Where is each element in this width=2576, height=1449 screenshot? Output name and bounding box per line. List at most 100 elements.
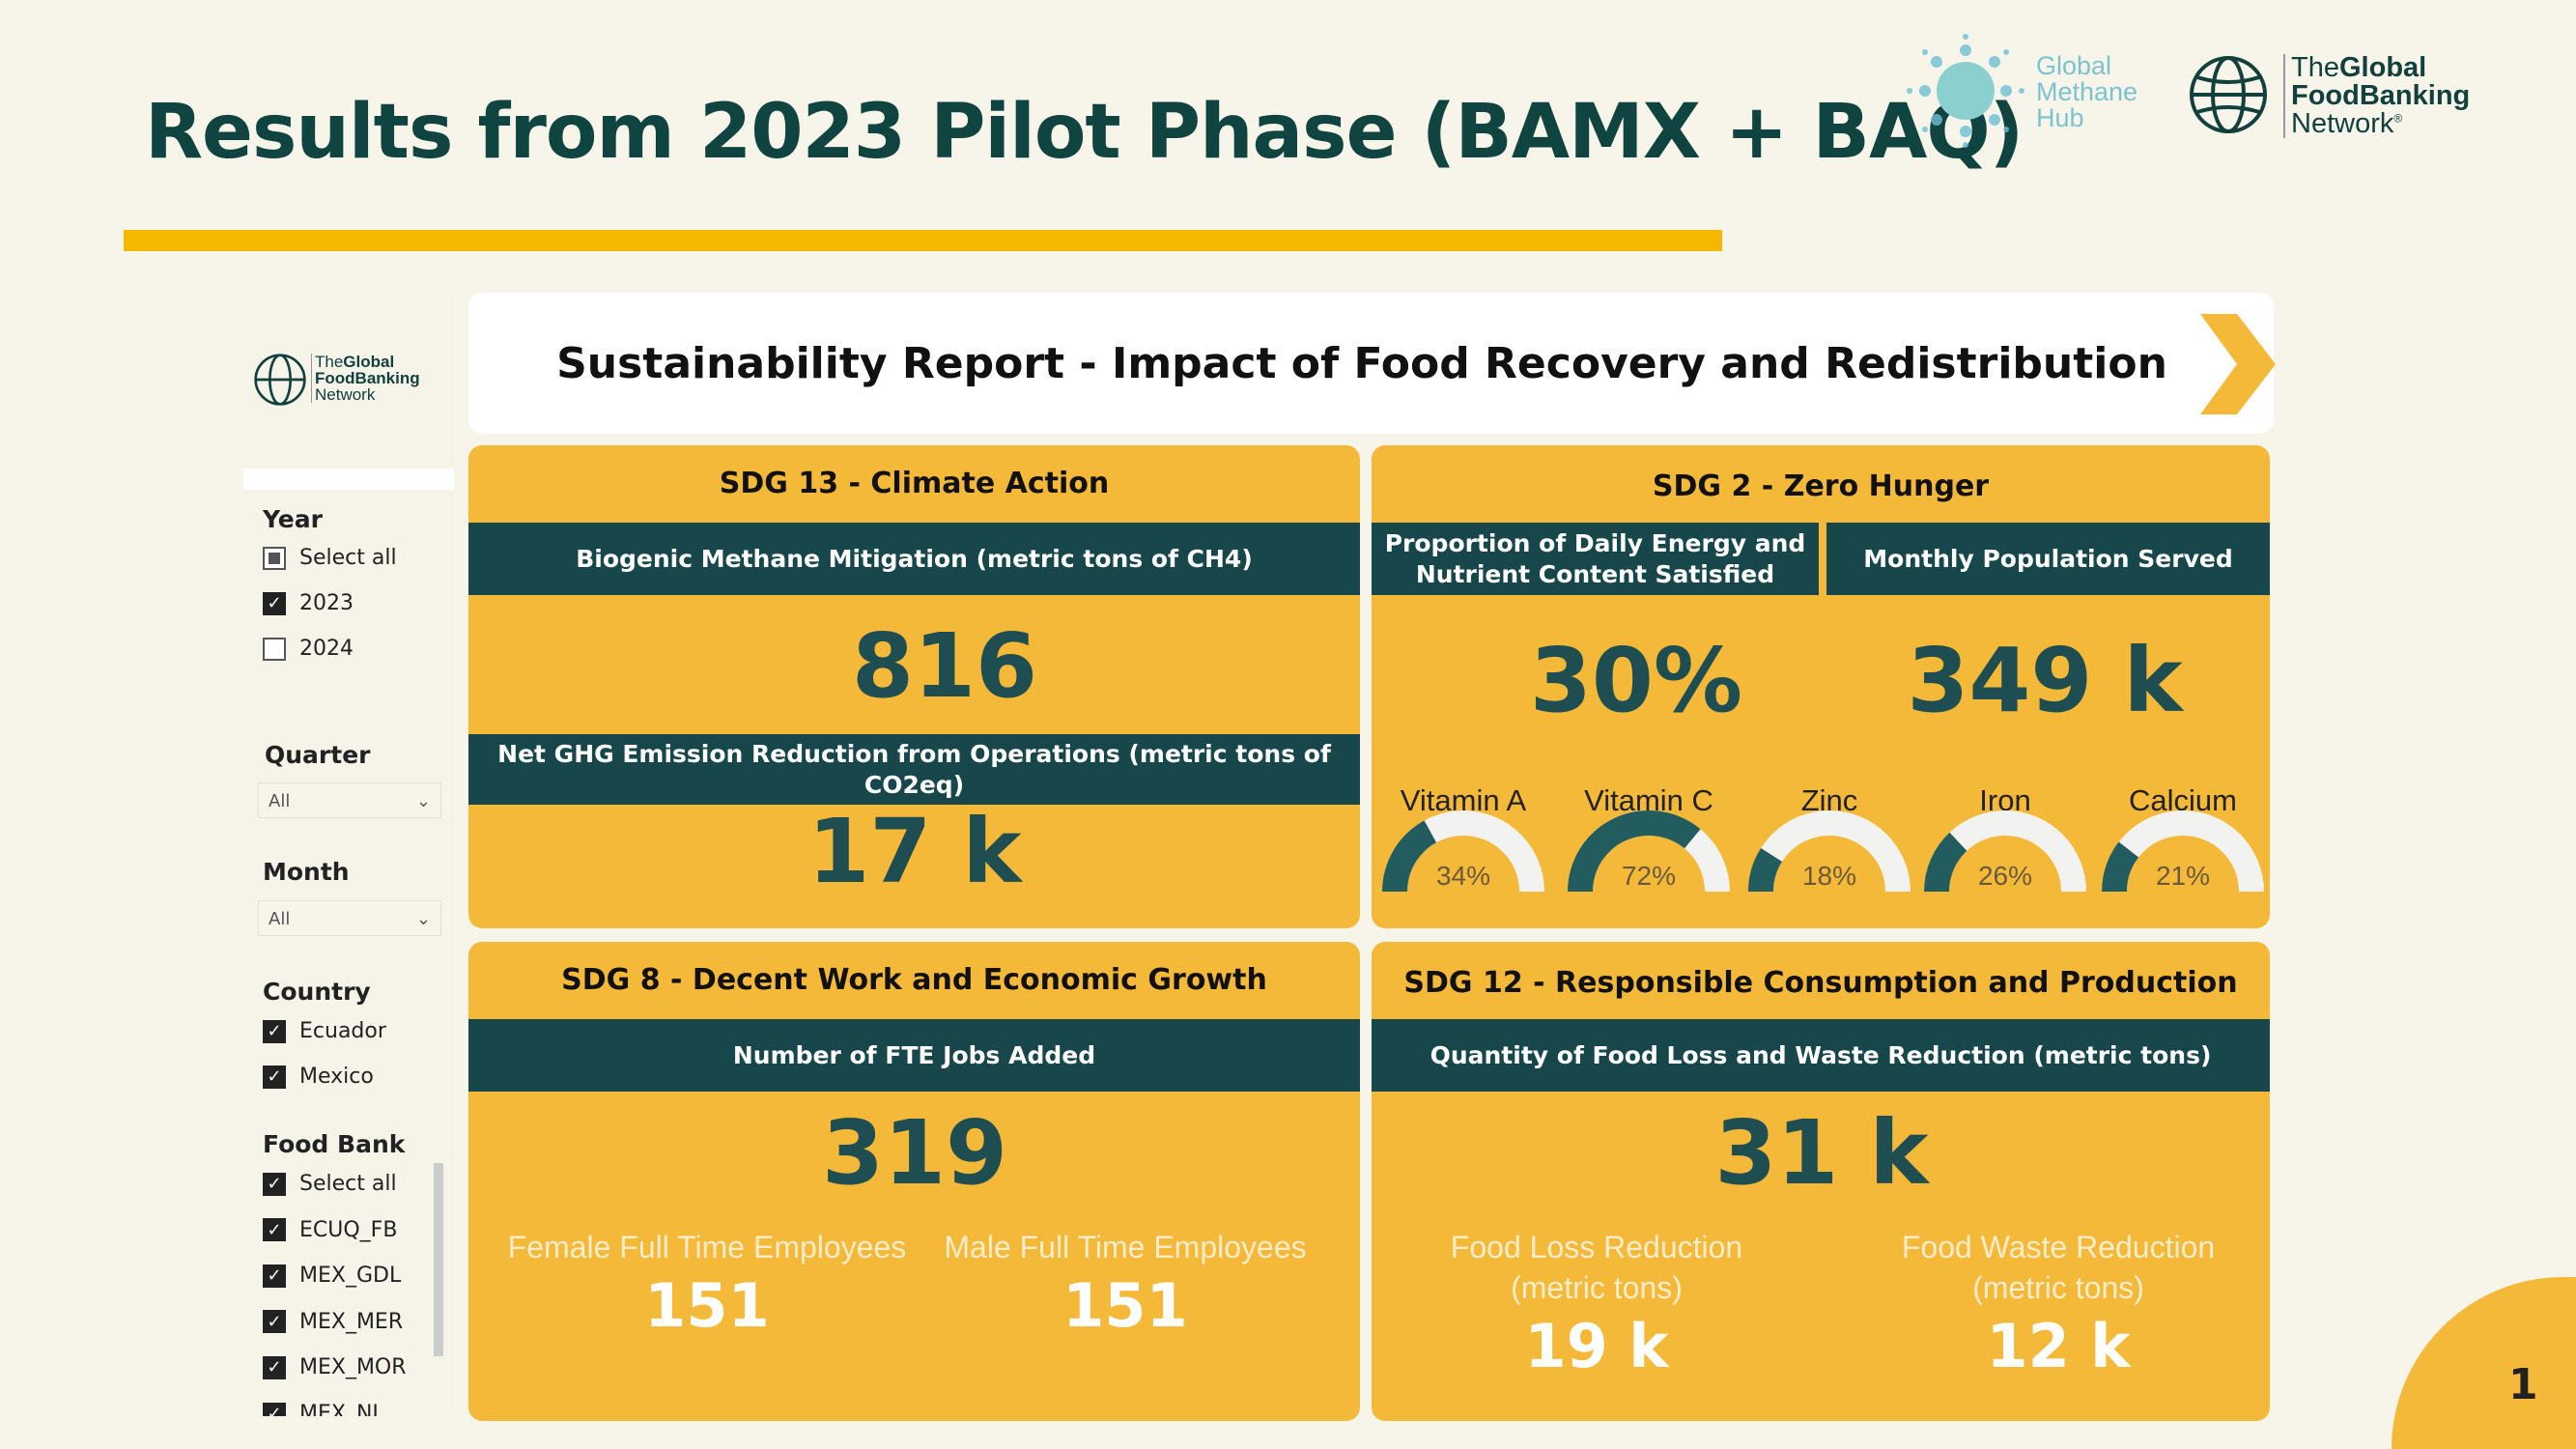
gauge-track (1924, 810, 2086, 892)
slicer-item-label: Ecuador (299, 1019, 386, 1043)
month-value: All (269, 909, 291, 929)
slicer-item-label: MEX_GDL (299, 1264, 402, 1289)
logo-line: FoodBanking (315, 369, 420, 387)
nutrient-gauge (1924, 810, 2086, 892)
month-dropdown[interactable]: All ⌄ (258, 900, 441, 936)
divider (243, 469, 454, 490)
gfn-globe-icon (254, 354, 306, 406)
food-waste-label: Food Waste Reduction (metric tons) (1902, 1228, 2215, 1308)
checkbox[interactable]: ✓ (263, 1355, 286, 1379)
slicer-item[interactable]: ✓ MEX_MER (263, 1310, 403, 1334)
checkbox[interactable]: ✓ (263, 591, 286, 615)
checkbox[interactable]: ✓ (263, 1402, 286, 1416)
sdg13-title: SDG 13 - Climate Action (719, 467, 1110, 500)
page-number: 1 (2508, 1360, 2538, 1409)
slicer-item[interactable]: Select all (263, 546, 397, 570)
nutrient-gauge (1748, 810, 1911, 892)
checkbox[interactable]: ✓ (263, 1264, 286, 1288)
food-bank-scrollbar[interactable] (434, 1163, 443, 1356)
logo-line: Network (2291, 108, 2394, 139)
slicer-item-label: MEX_NL (299, 1402, 384, 1416)
gauge-track (2102, 810, 2264, 892)
methane-mitigation-value: 816 (851, 614, 1038, 718)
quarter-value: All (269, 791, 291, 811)
slicer-item-label: MEX_MER (299, 1309, 404, 1334)
checkbox[interactable]: ✓ (263, 1019, 286, 1043)
filter-panel: TheGlobal FoodBanking Network Year Selec… (243, 293, 454, 1416)
sdg8-title: SDG 8 - Decent Work and Economic Growth (561, 963, 1267, 997)
gauge-value: 18% (1801, 861, 1857, 891)
quarter-dropdown[interactable]: All ⌄ (258, 782, 441, 818)
quarter-slicer-label: Quarter (265, 741, 371, 769)
accent-bar (124, 230, 1722, 251)
sdg13-card: SDG 13 - Climate Action Biogenic Methane… (468, 445, 1360, 928)
slicer-item-label: Select all (299, 546, 397, 570)
slicer-item[interactable]: ✓ 2023 (263, 591, 354, 615)
page-number-badge (2392, 1277, 2576, 1449)
food-bank-slicer-label: Food Bank (263, 1130, 406, 1158)
slicer-item[interactable]: ✓ Ecuador (263, 1019, 386, 1043)
slicer-item[interactable]: ✓ MEX_MOR (263, 1355, 407, 1379)
slicer-item-label: Mexico (299, 1065, 374, 1089)
checkbox[interactable] (263, 546, 286, 570)
nutrient-gauge (2102, 810, 2264, 892)
gauge-fill (1748, 847, 1783, 892)
sdg2-card: SDG 2 - Zero Hunger Proportion of Daily … (1372, 445, 2270, 928)
sdg8-card: SDG 8 - Decent Work and Economic Growth … (468, 942, 1360, 1421)
gauge-fill (2102, 841, 2139, 892)
checkbox[interactable] (263, 637, 286, 661)
energy-nutrient-value: 30% (1529, 629, 1743, 732)
checkbox[interactable]: ✓ (263, 1310, 286, 1334)
slicer-item-label: ECUQ_FB (299, 1217, 398, 1242)
checkbox[interactable]: ✓ (263, 1172, 286, 1196)
logo-line: The (315, 353, 344, 371)
checkbox[interactable]: ✓ (263, 1218, 286, 1242)
gauge-value: 21% (2155, 861, 2211, 891)
country-slicer-label: Country (263, 978, 371, 1006)
logo-line: Global (343, 353, 395, 371)
food-loss-title: Food Loss Reduction (1450, 1230, 1743, 1264)
slicer-item[interactable]: 2024 (263, 637, 354, 661)
logo-line: Global (2036, 51, 2112, 80)
methane-hub-logo-icon (1907, 34, 2024, 148)
checkbox[interactable]: ✓ (263, 1065, 286, 1089)
month-slicer-label: Month (263, 858, 350, 886)
fte-jobs-value: 319 (821, 1101, 1008, 1205)
food-loss-label: Food Loss Reduction (metric tons) (1451, 1228, 1742, 1308)
gauge-value: 72% (1621, 861, 1677, 891)
next-page-chevron-icon[interactable] (2200, 314, 2276, 414)
population-served-value: 349 k (1907, 629, 2183, 732)
sdg12-title: SDG 12 - Responsible Consumption and Pro… (1403, 966, 2238, 1000)
slicer-item-label: Select all (299, 1172, 397, 1196)
slicer-item[interactable]: ✓ Select all (263, 1172, 397, 1196)
gfn-logo-text: TheGlobal FoodBanking Network (311, 354, 420, 403)
nutrient-gauge (1568, 810, 1730, 892)
report-title: Sustainability Report - Impact of Food R… (556, 339, 2167, 388)
sdg2-title: SDG 2 - Zero Hunger (1652, 469, 1990, 503)
sdg12-card: SDG 12 - Responsible Consumption and Pro… (1372, 942, 2270, 1421)
food-waste-title: Food Waste Reduction (1901, 1230, 2216, 1264)
food-loss-value: 19 k (1524, 1311, 1669, 1381)
slicer-item[interactable]: ✓ MEX_NL (263, 1402, 384, 1416)
logo-line: FoodBanking (2291, 80, 2471, 111)
male-employees-label: Male Full Time Employees (944, 1230, 1307, 1264)
fte-jobs-label: Number of FTE Jobs Added (468, 1019, 1360, 1092)
slicer-item[interactable]: ✓ MEX_GDL (263, 1264, 401, 1288)
food-waste-value: 12 k (1986, 1311, 2131, 1381)
methane-mitigation-label: Biogenic Methane Mitigation (metric tons… (468, 523, 1360, 595)
logo-line: Network (315, 385, 376, 404)
logo-line: Hub (2036, 103, 2084, 132)
logo-line: Global (2338, 52, 2427, 83)
chevron-down-icon: ⌄ (415, 909, 431, 929)
food-loss-waste-label: Quantity of Food Loss and Waste Reductio… (1372, 1019, 2270, 1092)
logo-line: Methane (2036, 77, 2138, 106)
energy-nutrient-label: Proportion of Daily Energy and Nutrient … (1372, 523, 1819, 595)
slicer-item[interactable]: ✓ ECUQ_FB (263, 1218, 397, 1242)
gauge-track (1748, 810, 1911, 892)
food-waste-unit: (metric tons) (1972, 1269, 2144, 1305)
slicer-item-label: 2024 (299, 637, 354, 661)
logo-line: The (2291, 52, 2339, 83)
methane-hub-logo-text: Global Methane Hub (2036, 53, 2137, 131)
slicer-item[interactable]: ✓ Mexico (263, 1065, 374, 1089)
female-employees-label: Female Full Time Employees (507, 1230, 907, 1264)
